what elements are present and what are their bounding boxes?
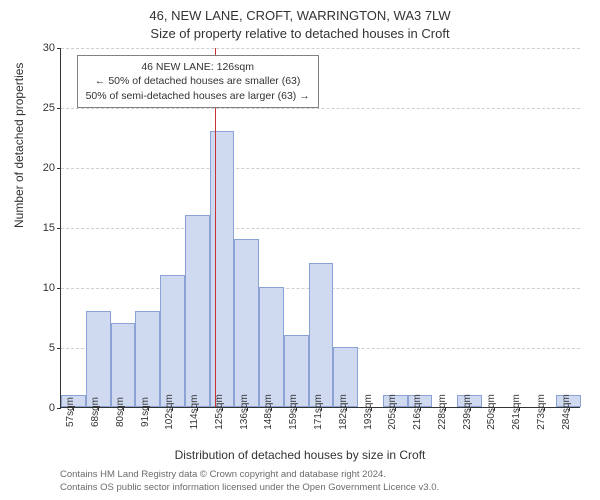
- xtick-label: 136sqm: [239, 394, 250, 430]
- ytick-mark: [57, 288, 61, 289]
- histogram-bar: [160, 275, 185, 407]
- xtick-label: 80sqm: [115, 397, 126, 427]
- ytick-label: 10: [43, 282, 55, 294]
- xtick-label: 193sqm: [363, 394, 374, 430]
- histogram-bar: [234, 239, 259, 407]
- histogram-bar: [309, 263, 334, 407]
- ytick-mark: [57, 168, 61, 169]
- ytick-label: 20: [43, 162, 55, 174]
- gridline: [61, 168, 580, 169]
- plot-area: 05101520253057sqm68sqm80sqm91sqm102sqm11…: [60, 48, 580, 408]
- histogram-bar: [185, 215, 210, 407]
- ytick-label: 30: [43, 42, 55, 54]
- xtick-label: 273sqm: [536, 394, 547, 430]
- ytick-mark: [57, 108, 61, 109]
- xtick-label: 205sqm: [387, 394, 398, 430]
- x-axis-label: Distribution of detached houses by size …: [0, 448, 600, 462]
- chart-title-line2: Size of property relative to detached ho…: [0, 26, 600, 41]
- histogram-bar: [135, 311, 160, 407]
- y-axis-label: Number of detached properties: [12, 63, 26, 228]
- ytick-mark: [57, 348, 61, 349]
- xtick-label: 148sqm: [263, 394, 274, 430]
- annotation-line: ← 50% of detached houses are smaller (63…: [86, 74, 310, 88]
- xtick-label: 171sqm: [313, 394, 324, 430]
- ytick-label: 25: [43, 102, 55, 114]
- footer-line2: Contains OS public sector information li…: [60, 482, 439, 494]
- chart-container: 46, NEW LANE, CROFT, WARRINGTON, WA3 7LW…: [0, 0, 600, 500]
- footer-line1: Contains HM Land Registry data © Crown c…: [60, 469, 439, 481]
- histogram-bar: [259, 287, 284, 407]
- chart-title-line1: 46, NEW LANE, CROFT, WARRINGTON, WA3 7LW: [0, 8, 600, 23]
- histogram-bar: [86, 311, 111, 407]
- xtick-label: 250sqm: [486, 394, 497, 430]
- footer-attribution: Contains HM Land Registry data © Crown c…: [60, 469, 439, 494]
- xtick-label: 91sqm: [140, 397, 151, 427]
- xtick-label: 182sqm: [338, 394, 349, 430]
- ytick-mark: [57, 228, 61, 229]
- histogram-bar: [210, 131, 235, 407]
- annotation-box: 46 NEW LANE: 126sqm← 50% of detached hou…: [77, 55, 319, 108]
- xtick-label: 102sqm: [164, 394, 175, 430]
- xtick-label: 159sqm: [288, 394, 299, 430]
- annotation-line: 46 NEW LANE: 126sqm: [86, 60, 310, 74]
- gridline: [61, 108, 580, 109]
- xtick-label: 239sqm: [462, 394, 473, 430]
- ytick-label: 0: [49, 402, 55, 414]
- xtick-label: 216sqm: [412, 394, 423, 430]
- ytick-mark: [57, 408, 61, 409]
- xtick-label: 261sqm: [511, 394, 522, 430]
- xtick-label: 57sqm: [65, 397, 76, 427]
- xtick-label: 228sqm: [437, 394, 448, 430]
- xtick-label: 114sqm: [189, 395, 200, 430]
- gridline: [61, 228, 580, 229]
- histogram-bar: [111, 323, 136, 407]
- ytick-mark: [57, 48, 61, 49]
- xtick-label: 284sqm: [561, 394, 572, 430]
- annotation-line: 50% of semi-detached houses are larger (…: [86, 89, 310, 103]
- ytick-label: 15: [43, 222, 55, 234]
- ytick-label: 5: [49, 342, 55, 354]
- gridline: [61, 48, 580, 49]
- xtick-label: 68sqm: [90, 397, 101, 427]
